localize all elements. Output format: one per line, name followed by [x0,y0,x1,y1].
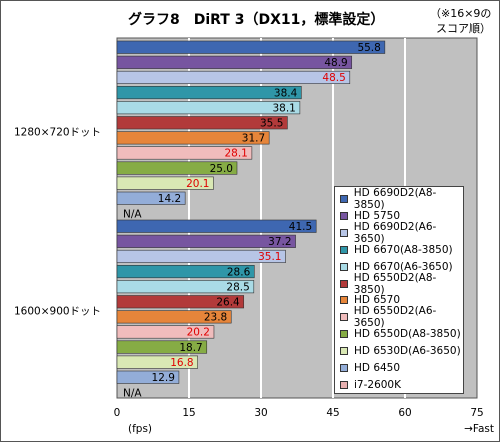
bar-na-label: N/A [123,209,142,221]
bar [116,219,317,233]
legend-label: HD 6670(A6-3650) [354,260,453,273]
legend-swatch [340,262,348,271]
bar-value-label: 35.5 [260,118,283,130]
legend-item: HD 6690D2(A8-3850) [340,187,463,211]
legend-label: HD 6530D(A6-3650) [354,345,461,358]
bar-value-label: 37.2 [268,236,291,248]
bar-value-label: 12.9 [152,372,175,384]
legend-item: HD 5750 [340,208,400,224]
bar-value-label: 26.4 [216,297,240,309]
bar [116,131,270,145]
bar [116,295,245,309]
group-label: 1600×900ドット [14,306,101,318]
bar [116,340,208,354]
bar [116,146,253,160]
bar-value-label: 48.5 [322,72,345,84]
bar [116,264,255,279]
legend-item: i7-2600K [340,377,401,393]
bar-value-label: 20.1 [186,178,209,190]
bar-value-label: 35.1 [258,251,281,263]
legend-label: HD 6690D2(A8-3850) [353,187,437,211]
legend-label: i7-2600K [354,378,401,391]
bar [116,280,255,294]
bar-value-label: 20.2 [187,327,210,339]
bar-value-label: 23.8 [204,312,227,324]
x-direction-label: →Fast [464,423,494,435]
legend-label: HD 6690D2(A6-3650) [353,220,437,245]
bar [116,70,351,84]
legend-swatch [340,313,348,322]
x-tick-label: 30 [254,407,267,419]
legend-label: HD 6550D2(A8-3850) [353,271,437,296]
legend-item: HD 6550D(A8-3850) [340,326,461,342]
chart-title: グラフ8 DiRT 3（DX11，標準設定） [128,12,385,28]
bar [116,86,302,100]
bar [116,370,180,384]
legend-label: HD 6450 [354,362,401,374]
bar-value-label: 38.4 [274,87,298,99]
legend-item: HD 6550D2(A8-3850) [340,272,463,296]
legend-item: HD 6550D2(A6-3650) [340,305,463,329]
x-tick-label: 60 [398,407,411,419]
bar [116,355,198,369]
bar-value-label: 14.2 [158,193,181,205]
legend-label: HD 6670(A8-3850) [354,243,453,256]
legend-swatch [340,245,348,254]
legend-label: HD 6550D(A8-3850) [354,328,461,341]
group-label: 1280×720ドット [14,127,101,139]
x-tick-label: 45 [326,407,339,419]
legend-item: HD 6530D(A6-3650) [340,343,461,359]
bar [116,234,296,248]
bar-value-label: 16.8 [170,357,193,369]
bar-value-label: 31.7 [242,133,265,145]
legend-item: HD 6450 [340,360,400,376]
bar [116,249,286,263]
bar-value-label: 41.5 [289,221,312,233]
bar-value-label: 28.6 [227,266,251,278]
legend-swatch [340,347,348,356]
bar-value-label: 28.5 [226,281,249,293]
sort-note-line1: （※16×9の [430,7,492,20]
legend-swatch [340,279,348,288]
bar-na-label: N/A [123,388,142,400]
legend-item: HD 6690D2(A6-3650) [340,221,463,245]
legend-item: HD 6670(A8-3850) [340,242,453,258]
bar [116,310,232,324]
x-tick-label: 0 [114,407,121,419]
legend-swatch [340,228,348,237]
legend: HD 6690D2(A8-3850) HD 5750 HD 6690D2(A6-36… [334,186,464,394]
x-tick-label: 15 [182,407,195,419]
legend-label: HD 6550D2(A6-3650) [353,305,437,330]
x-tick-label: 75 [470,407,483,419]
legend-swatch [340,211,348,220]
legend-item: HD 6670(A6-3650) [340,259,453,275]
bar-value-label: 28.1 [224,148,247,160]
bar [116,325,215,339]
legend-swatch [340,296,348,305]
bar [116,191,186,205]
legend-item: HD 6570 [340,292,400,308]
legend-swatch [340,330,348,339]
x-axis-title: (fps) [128,423,152,435]
bar [116,101,301,115]
bar-value-label: 55.8 [357,42,380,54]
legend-label: HD 5750 [354,209,401,222]
legend-label: HD 6570 [354,294,401,307]
legend-swatch [340,195,348,203]
bar-value-label: 18.7 [179,342,202,354]
bar [116,40,386,54]
bar [116,55,353,69]
bar-value-label: 48.9 [324,57,347,69]
bar [116,116,288,130]
bar-value-label: 25.0 [210,163,233,175]
bar [116,176,214,190]
sort-note-line2: スコア順） [436,22,491,35]
bar [116,161,238,175]
legend-swatch [340,380,348,389]
legend-swatch [340,364,348,372]
bar-value-label: 38.1 [272,102,295,114]
